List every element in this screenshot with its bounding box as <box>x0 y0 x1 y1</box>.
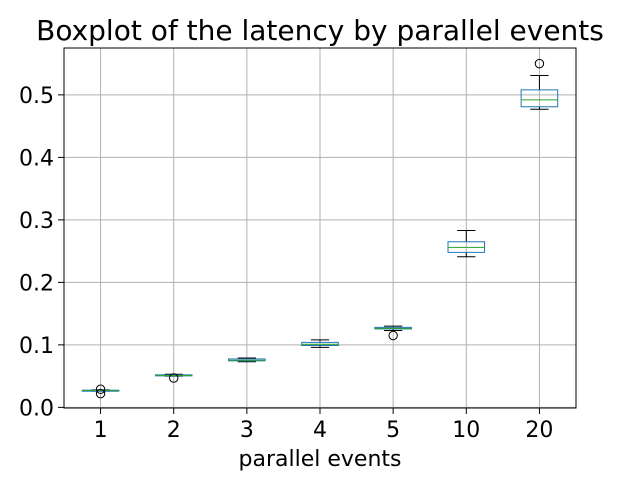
grid-lines <box>64 48 576 408</box>
outlier-point <box>169 373 179 383</box>
x-tick-label: 5 <box>386 418 400 443</box>
x-tick-label: 20 <box>525 418 553 443</box>
x-tick-label: 1 <box>94 418 108 443</box>
box-group-2 <box>154 373 193 383</box>
y-tick-label: 0.1 <box>19 334 54 359</box>
box <box>520 89 559 108</box>
box-group-5 <box>374 325 412 341</box>
x-tick-label: 4 <box>313 418 327 443</box>
outlier-point <box>95 388 106 399</box>
y-tick-label: 0.5 <box>19 84 54 109</box>
plot-frame <box>63 47 577 409</box>
x-tick-label: 2 <box>167 418 181 443</box>
y-axis-ticks: 0.0 0.1 0.2 0.3 0.4 0.5 <box>19 84 64 421</box>
outlier-point <box>388 330 398 341</box>
y-tick-label: 0.4 <box>19 146 54 171</box>
x-tick-label: 3 <box>240 418 254 443</box>
x-axis-label: parallel events <box>239 447 402 472</box>
box-group-4 <box>301 339 339 348</box>
outlier-point <box>95 384 106 394</box>
chart-title: Boxplot of the latency by parallel event… <box>36 14 604 47</box>
x-tick-label: 10 <box>452 418 480 443</box>
y-tick-label: 0.2 <box>19 271 54 296</box>
y-tick-label: 0.0 <box>19 396 54 421</box>
box-group-1 <box>81 384 120 399</box>
box-group-20 <box>520 58 559 110</box>
x-axis-ticks: 1 2 3 4 5 10 20 <box>94 408 553 443</box>
box-group-10 <box>447 230 486 258</box>
box-group-3 <box>228 357 266 363</box>
y-tick-label: 0.3 <box>19 209 54 234</box>
outlier-point <box>534 58 545 69</box>
box-series <box>81 58 559 399</box>
